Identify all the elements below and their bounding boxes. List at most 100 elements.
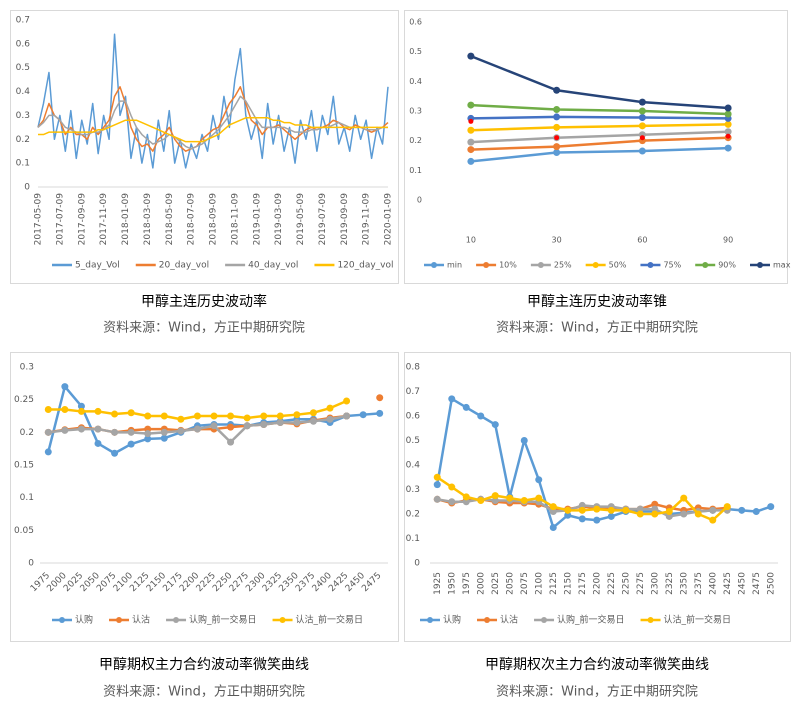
data-point <box>448 395 456 403</box>
data-point <box>44 405 52 413</box>
data-point <box>535 476 543 484</box>
y-tick-label: 0.7 <box>16 16 30 26</box>
data-point <box>144 435 152 443</box>
legend-label: max <box>773 261 791 270</box>
x-tick-label: 2025 <box>491 572 501 595</box>
x-tick-label: 2018-03-09 <box>143 193 153 246</box>
legend-marker <box>59 617 65 623</box>
y-tick-label: 0 <box>417 196 422 205</box>
x-tick-label: 2175 <box>578 572 588 595</box>
legend-label: 认沽_前一交易日 <box>296 614 364 626</box>
data-point <box>243 414 251 422</box>
data-point <box>549 503 557 511</box>
data-point <box>723 503 731 511</box>
data-point <box>651 500 659 508</box>
data-point <box>243 422 251 430</box>
data-point <box>293 419 301 427</box>
data-point <box>651 510 659 518</box>
y-tick-label: 0.6 <box>16 39 31 49</box>
series-line <box>470 136 729 151</box>
x-tick-label: 2075 <box>520 572 530 595</box>
legend-marker <box>427 617 433 623</box>
chart-title: 甲醇主连历史波动率锥 <box>527 293 667 310</box>
x-tick-label: 2150 <box>563 572 573 595</box>
x-tick-label: 2017-07-09 <box>55 193 65 246</box>
data-point <box>293 411 301 419</box>
legend-label: 20_day_vol <box>159 261 209 271</box>
data-point <box>61 405 69 413</box>
data-point <box>144 430 152 438</box>
panel <box>404 10 788 284</box>
data-point <box>535 494 543 502</box>
x-tick-label: 2017-11-09 <box>99 193 109 246</box>
data-point <box>160 434 168 442</box>
data-point <box>144 412 152 420</box>
data-point <box>467 157 475 165</box>
y-tick-label: 0 <box>24 183 30 193</box>
x-tick-label: 2020-01-09 <box>384 193 394 246</box>
data-point <box>724 104 732 112</box>
data-point <box>77 425 85 433</box>
data-point <box>94 407 102 415</box>
data-point <box>227 423 235 431</box>
data-point <box>709 516 717 524</box>
data-point <box>326 404 334 412</box>
data-point <box>467 52 475 60</box>
data-point <box>491 421 499 429</box>
legend-label: 认沽 <box>500 614 518 626</box>
data-point <box>94 439 102 447</box>
legend-label: 25% <box>554 261 572 270</box>
y-tick-label: 0.2 <box>409 136 422 145</box>
data-point <box>638 107 646 115</box>
data-point <box>593 505 601 513</box>
data-point <box>724 144 732 152</box>
x-tick-label: 2019-09-09 <box>340 193 350 246</box>
data-point <box>709 506 717 514</box>
legend-marker <box>431 262 437 268</box>
panel <box>404 352 791 642</box>
series-line <box>37 33 389 169</box>
data-point <box>61 383 69 391</box>
y-tick-label: 0.5 <box>409 47 422 56</box>
x-tick-label: 1975 <box>462 572 472 595</box>
data-point <box>468 118 474 124</box>
data-point <box>467 101 475 109</box>
data-point <box>665 512 673 520</box>
x-tick-label: 1950 <box>447 572 457 595</box>
data-point <box>111 449 119 457</box>
data-point <box>467 146 475 154</box>
y-tick-label: 0.05 <box>14 526 34 536</box>
data-point <box>553 123 561 131</box>
legend-marker <box>757 262 763 268</box>
legend-label: 40_day_vol <box>248 261 298 271</box>
data-point <box>343 412 351 420</box>
chart-title: 甲醇期权主力合约波动率微笑曲线 <box>99 656 309 673</box>
legend-label: 10% <box>499 261 517 270</box>
data-point <box>77 402 85 410</box>
data-point <box>309 417 317 425</box>
y-tick-label: 0.8 <box>406 363 421 373</box>
legend-label: 5_day_Vol <box>75 261 120 271</box>
x-tick-label: 2019-05-09 <box>296 193 306 246</box>
data-point <box>578 501 586 509</box>
data-point <box>651 505 659 513</box>
x-tick-label: 2018-09-09 <box>209 193 219 246</box>
data-point <box>160 428 168 436</box>
data-point <box>44 448 52 456</box>
legend-label: 90% <box>718 261 736 270</box>
data-point <box>506 494 514 502</box>
legend-label: min <box>447 261 462 270</box>
series-line <box>470 115 729 120</box>
data-point <box>549 508 557 516</box>
data-point <box>193 425 201 433</box>
x-tick-label: 2475 <box>360 571 383 594</box>
x-tick-label: 2018-07-09 <box>187 193 197 246</box>
data-point <box>127 409 135 417</box>
x-tick-label: 90 <box>723 236 733 245</box>
legend-marker <box>116 617 123 623</box>
data-point <box>638 147 646 155</box>
legend-label: 120_day_vol <box>337 261 393 271</box>
data-point <box>564 511 572 519</box>
